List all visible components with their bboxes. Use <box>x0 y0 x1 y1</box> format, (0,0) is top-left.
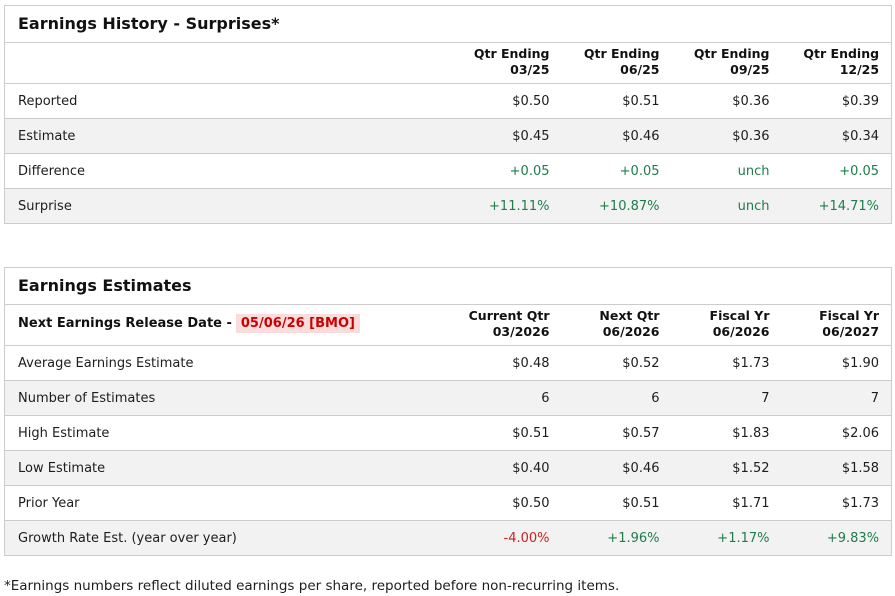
next-earnings-release: Next Earnings Release Date -05/06/26 [BM… <box>5 305 452 346</box>
cell-value: $0.50 <box>512 93 550 109</box>
column-header-qtr-0325: Qtr Ending 03/25 <box>473 46 550 77</box>
cell-value: +11.11% <box>489 198 550 214</box>
release-date-label: Next Earnings Release Date - <box>18 316 232 331</box>
cell-value: $0.36 <box>732 128 770 144</box>
estimates-title-row: Earnings Estimates <box>5 268 892 305</box>
earnings-history-surprises-table: Earnings History - Surprises* Qtr Ending… <box>4 5 893 224</box>
cell-value: unch <box>737 198 770 214</box>
cell-value: $0.50 <box>512 495 550 511</box>
table-row-low-estimate: Low Estimate $0.40 $0.46 $1.52 $1.58 <box>4 450 892 486</box>
surprises-section-title: Earnings History - Surprises* <box>18 14 280 33</box>
row-label: High Estimate <box>18 425 110 441</box>
row-label: Reported <box>18 93 78 109</box>
cell-value: 6 <box>651 390 660 406</box>
cell-value: +14.71% <box>818 198 880 214</box>
row-label: Surprise <box>18 198 72 214</box>
column-header-next-qtr: Next Qtr 06/2026 <box>599 308 660 339</box>
surprises-title-row: Earnings History - Surprises* <box>5 6 892 43</box>
cell-value: +9.83% <box>826 530 880 546</box>
cell-value: $0.51 <box>622 93 660 109</box>
column-header-fiscal-yr-2026: Fiscal Yr 06/2026 <box>709 308 770 339</box>
column-header-qtr-0925: Qtr Ending 09/25 <box>693 46 770 77</box>
cell-value: +10.87% <box>599 198 660 214</box>
row-label: Growth Rate Est. (year over year) <box>18 530 237 546</box>
table-row-estimate: Estimate $0.45 $0.46 $0.36 $0.34 <box>4 118 892 154</box>
table-row-growth-rate-est: Growth Rate Est. (year over year) -4.00%… <box>4 520 892 556</box>
row-label: Average Earnings Estimate <box>18 355 194 371</box>
earnings-footnote: *Earnings numbers reflect diluted earnin… <box>4 578 620 594</box>
cell-value: $1.73 <box>732 355 770 371</box>
cell-value: 7 <box>761 390 770 406</box>
cell-value: unch <box>737 163 770 179</box>
cell-value: $1.58 <box>841 460 880 476</box>
row-label: Number of Estimates <box>18 390 156 406</box>
cell-value: $0.48 <box>512 355 550 371</box>
surprises-header-spacer <box>5 43 452 84</box>
cell-value: $1.52 <box>732 460 770 476</box>
cell-value: +1.96% <box>607 530 660 546</box>
cell-value: $0.51 <box>622 495 660 511</box>
row-label: Estimate <box>18 128 76 144</box>
cell-value: +0.05 <box>839 163 880 179</box>
table-row-reported: Reported $0.50 $0.51 $0.36 $0.39 <box>4 83 892 119</box>
cell-value: $0.57 <box>622 425 660 441</box>
cell-value: 7 <box>870 390 880 406</box>
table-row-surprise: Surprise +11.11% +10.87% unch +14.71% <box>4 188 892 224</box>
cell-value: +0.05 <box>619 163 660 179</box>
cell-value: $0.40 <box>512 460 550 476</box>
release-date-badge: 05/06/26 [BMO] <box>235 314 360 333</box>
earnings-estimates-table: Earnings Estimates Next Earnings Release… <box>4 267 893 556</box>
row-label: Low Estimate <box>18 460 106 476</box>
table-row-prior-year: Prior Year $0.50 $0.51 $1.71 $1.73 <box>4 485 892 521</box>
cell-value: $0.45 <box>512 128 550 144</box>
estimates-section-title: Earnings Estimates <box>18 276 192 295</box>
cell-value: $0.39 <box>841 93 880 109</box>
column-header-fiscal-yr-2027: Fiscal Yr 06/2027 <box>819 308 880 339</box>
table-gap <box>4 224 891 267</box>
cell-value: $0.52 <box>622 355 660 371</box>
cell-value: $0.46 <box>622 128 660 144</box>
table-row-difference: Difference +0.05 +0.05 unch +0.05 <box>4 153 892 189</box>
cell-value: $1.73 <box>841 495 880 511</box>
column-header-qtr-1225: Qtr Ending 12/25 <box>803 46 880 77</box>
surprises-header-row: Qtr Ending 03/25 Qtr Ending 06/25 Qtr Endi… <box>4 42 892 84</box>
column-header-current-qtr: Current Qtr 03/2026 <box>468 308 550 339</box>
table-row-number-of-estimates: Number of Estimates 6 6 7 7 <box>4 380 892 416</box>
cell-value: $2.06 <box>841 425 880 441</box>
cell-value: $0.36 <box>732 93 770 109</box>
row-label: Prior Year <box>18 495 80 511</box>
cell-value: -4.00% <box>503 530 550 546</box>
table-row-high-estimate: High Estimate $0.51 $0.57 $1.83 $2.06 <box>4 415 892 451</box>
estimates-header-row: Next Earnings Release Date -05/06/26 [BM… <box>4 304 892 346</box>
cell-value: $0.34 <box>841 128 880 144</box>
table-row-average-earnings-estimate: Average Earnings Estimate $0.48 $0.52 $1… <box>4 345 892 381</box>
row-label: Difference <box>18 163 86 179</box>
cell-value: +1.17% <box>717 530 770 546</box>
column-header-qtr-0625: Qtr Ending 06/25 <box>583 46 660 77</box>
cell-value: $1.83 <box>732 425 770 441</box>
cell-value: $0.46 <box>622 460 660 476</box>
cell-value: $0.51 <box>512 425 550 441</box>
cell-value: 6 <box>541 390 550 406</box>
cell-value: $1.90 <box>841 355 880 371</box>
cell-value: +0.05 <box>509 163 550 179</box>
cell-value: $1.71 <box>732 495 770 511</box>
